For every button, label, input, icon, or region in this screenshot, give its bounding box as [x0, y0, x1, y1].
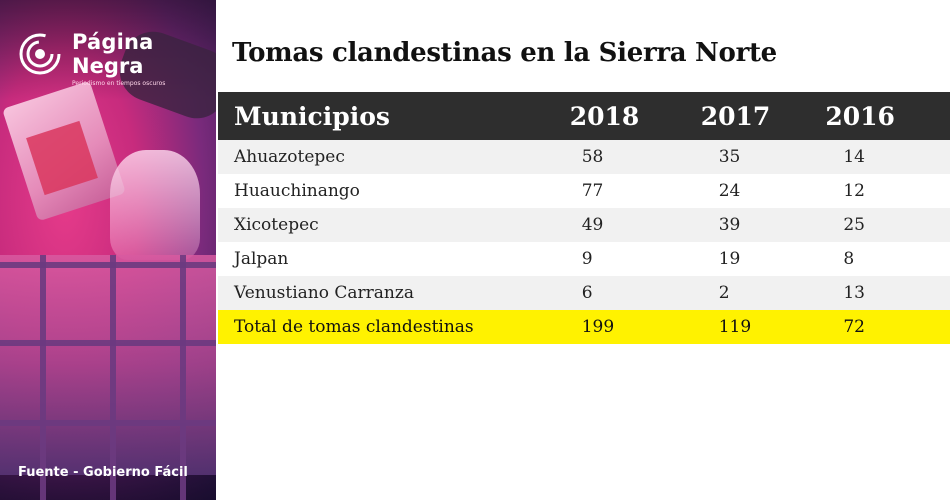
table-row: Ahuazotepec 58 35 14 — [218, 140, 950, 174]
column-header-municipios: Municipios — [218, 92, 556, 140]
table-row: Jalpan 9 19 8 — [218, 242, 950, 276]
cell-value-2017: 2 — [696, 276, 822, 310]
photo-cage-bar — [0, 420, 216, 426]
cell-value-2018: 49 — [555, 208, 697, 242]
cell-total-2016: 72 — [821, 310, 950, 344]
table-row: Venustiano Carranza 6 2 13 — [218, 276, 950, 310]
header-row: Municipios 2018 2017 2016 — [218, 92, 950, 140]
column-header-2017: 2017 — [696, 92, 822, 140]
cell-total-2018: 199 — [555, 310, 697, 344]
cell-municipio: Xicotepec — [218, 208, 556, 242]
photo-cage-post — [110, 255, 116, 500]
cell-value-2016: 14 — [821, 140, 950, 174]
cell-value-2018: 6 — [555, 276, 697, 310]
cell-municipio: Ahuazotepec — [218, 140, 556, 174]
column-header-2016: 2016 — [821, 92, 950, 140]
cell-value-2016: 12 — [821, 174, 950, 208]
cell-value-2018: 58 — [555, 140, 697, 174]
total-row: Total de tomas clandestinas 199 119 72 — [218, 310, 950, 344]
logo-mark-icon — [19, 33, 61, 75]
table-row: Xicotepec 49 39 25 — [218, 208, 950, 242]
cell-municipio: Huauchinango — [218, 174, 556, 208]
background-photo: Página Negra Periodismo en tiempos oscur… — [0, 0, 216, 500]
photo-fuel-pour — [110, 150, 200, 260]
column-header-2018: 2018 — [555, 92, 697, 140]
source-note: Fuente - Gobierno Fácil — [18, 465, 188, 480]
chart-title: Tomas clandestinas en la Sierra Norte — [232, 38, 777, 68]
photo-cage-post — [180, 255, 186, 500]
data-table: Municipios 2018 2017 2016 Ahuazotepec 58… — [218, 92, 950, 344]
cell-value-2017: 35 — [696, 140, 822, 174]
cell-value-2018: 77 — [555, 174, 697, 208]
cell-value-2016: 8 — [821, 242, 950, 276]
cell-value-2017: 19 — [696, 242, 822, 276]
cell-value-2017: 39 — [696, 208, 822, 242]
brand-logo: Página Negra Periodismo en tiempos oscur… — [18, 28, 208, 98]
photo-cage-post — [40, 255, 46, 500]
logo-text-line1: Página — [72, 30, 154, 54]
logo-text-line2: Negra — [72, 54, 144, 78]
cell-value-2016: 25 — [821, 208, 950, 242]
cell-municipio: Jalpan — [218, 242, 556, 276]
cell-value-2016: 13 — [821, 276, 950, 310]
cell-value-2017: 24 — [696, 174, 822, 208]
cell-value-2018: 9 — [555, 242, 697, 276]
table-row: Huauchinango 77 24 12 — [218, 174, 950, 208]
photo-cage-bar — [0, 340, 216, 346]
cell-total-2017: 119 — [696, 310, 822, 344]
cell-total-label: Total de tomas clandestinas — [218, 310, 556, 344]
photo-cage-bar — [0, 262, 216, 268]
cell-municipio: Venustiano Carranza — [218, 276, 556, 310]
logo-tagline: Periodismo en tiempos oscuros — [72, 80, 166, 87]
